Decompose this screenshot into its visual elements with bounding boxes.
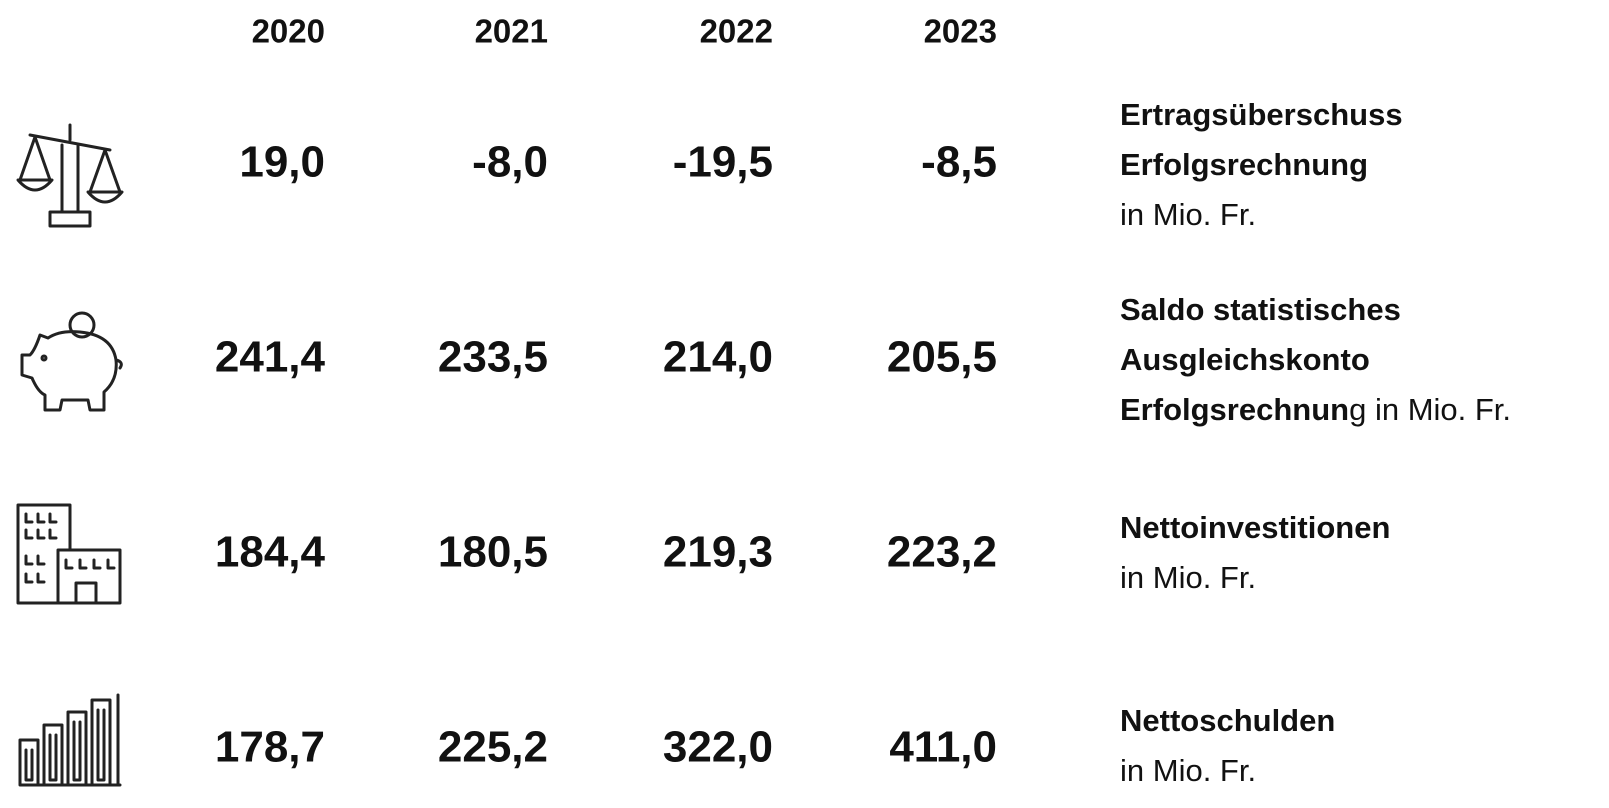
row-label: in Mio. Fr. bbox=[1120, 197, 1256, 232]
value-cell: -19,5 bbox=[673, 138, 773, 187]
value-cell: 219,3 bbox=[663, 528, 773, 577]
row-label: Erfolgsrechnung bbox=[1120, 147, 1368, 182]
label-part: Nettoinvestitionen bbox=[1120, 510, 1390, 545]
year-header: 2022 bbox=[700, 13, 773, 50]
value-cell: 223,2 bbox=[887, 528, 997, 577]
row-label: Nettoinvestitionen bbox=[1120, 510, 1390, 545]
row-label: Ertragsüberschuss bbox=[1120, 97, 1403, 132]
value-cell: -8,0 bbox=[472, 138, 548, 187]
row-label: in Mio. Fr. bbox=[1120, 560, 1256, 595]
year-header: 2021 bbox=[475, 13, 548, 50]
row-label: Erfolgsrechnung in Mio. Fr. bbox=[1120, 392, 1511, 427]
label-part: g in Mio. Fr. bbox=[1349, 392, 1511, 427]
label-part: in Mio. Fr. bbox=[1120, 753, 1256, 788]
value-cell: 411,0 bbox=[889, 723, 997, 772]
value-cell: 214,0 bbox=[663, 333, 773, 382]
year-header: 2023 bbox=[924, 13, 997, 50]
value-cell: 178,7 bbox=[215, 723, 325, 772]
label-part: in Mio. Fr. bbox=[1120, 197, 1256, 232]
value-cell: 241,4 bbox=[215, 333, 326, 382]
value-cell: 322,0 bbox=[663, 723, 773, 772]
label-part: Erfolgsrechnung bbox=[1120, 147, 1368, 182]
value-cell: 233,5 bbox=[438, 333, 548, 382]
value-cell: 19,0 bbox=[239, 138, 325, 187]
value-cell: 180,5 bbox=[438, 528, 548, 577]
bar-chart-icon bbox=[18, 693, 122, 787]
label-part: Ausgleichskonto bbox=[1120, 342, 1370, 377]
row-label: Saldo statistisches bbox=[1120, 292, 1401, 327]
label-part: in Mio. Fr. bbox=[1120, 560, 1256, 595]
row-label: Ausgleichskonto bbox=[1120, 342, 1370, 377]
piggy-bank-icon bbox=[20, 311, 123, 412]
row-label: in Mio. Fr. bbox=[1120, 753, 1256, 788]
value-cell: 205,5 bbox=[887, 333, 997, 382]
scales-icon bbox=[16, 123, 124, 228]
buildings-icon bbox=[16, 503, 122, 605]
year-header: 2020 bbox=[252, 13, 325, 50]
value-cell: -8,5 bbox=[921, 138, 997, 187]
label-part: Saldo statistisches bbox=[1120, 292, 1401, 327]
label-part: Ertragsüberschuss bbox=[1120, 97, 1403, 132]
value-cell: 225,2 bbox=[438, 723, 548, 772]
value-cell: 184,4 bbox=[215, 528, 326, 577]
row-label: Nettoschulden bbox=[1120, 703, 1335, 738]
label-part: Nettoschulden bbox=[1120, 703, 1335, 738]
label-part: Erfolgsrechnun bbox=[1120, 392, 1349, 427]
